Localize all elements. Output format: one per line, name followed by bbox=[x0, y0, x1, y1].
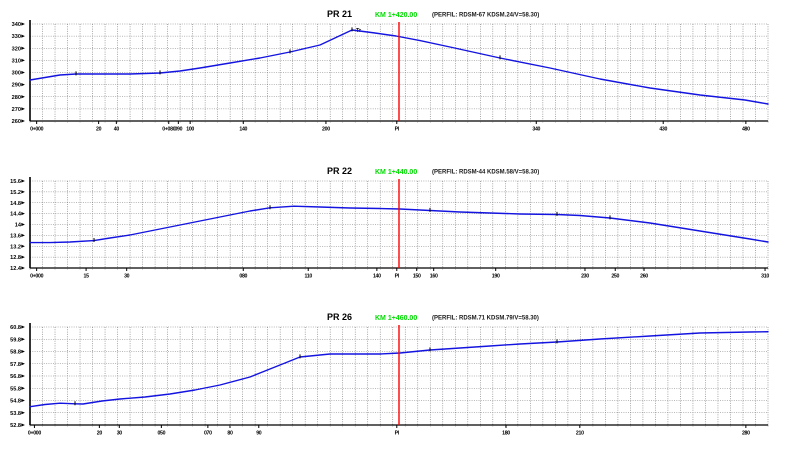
svg-text:150: 150 bbox=[413, 274, 421, 280]
svg-text:20: 20 bbox=[97, 431, 103, 437]
svg-text:56.8: 56.8 bbox=[10, 374, 21, 380]
svg-text:15: 15 bbox=[84, 274, 90, 280]
svg-text:320: 320 bbox=[12, 46, 21, 52]
svg-text:PR 26: PR 26 bbox=[327, 312, 352, 322]
svg-text:210: 210 bbox=[576, 431, 584, 437]
svg-text:310: 310 bbox=[761, 274, 769, 280]
svg-text:260: 260 bbox=[12, 119, 21, 125]
svg-text:330: 330 bbox=[12, 34, 21, 40]
svg-text:140: 140 bbox=[239, 127, 247, 133]
svg-text:14.4: 14.4 bbox=[10, 212, 22, 218]
svg-text:12.8: 12.8 bbox=[10, 255, 21, 261]
svg-text:30: 30 bbox=[124, 274, 130, 280]
svg-text:(PERFIL: RDSM-44 KDSM.58/V=58: (PERFIL: RDSM-44 KDSM.58/V=58.30) bbox=[432, 170, 539, 176]
svg-text:180: 180 bbox=[502, 431, 510, 437]
svg-text:13.2: 13.2 bbox=[10, 244, 21, 250]
svg-text:PI: PI bbox=[395, 274, 400, 280]
svg-text:KM 1+440.00: KM 1+440.00 bbox=[375, 169, 417, 176]
svg-text:270: 270 bbox=[12, 107, 21, 113]
svg-text:480: 480 bbox=[742, 127, 750, 133]
svg-text:40: 40 bbox=[114, 127, 120, 133]
svg-text:52.8: 52.8 bbox=[10, 423, 21, 429]
svg-text:PR 21: PR 21 bbox=[327, 9, 352, 19]
svg-text:0+000: 0+000 bbox=[30, 127, 43, 133]
svg-text:280: 280 bbox=[742, 431, 750, 437]
svg-text:250: 250 bbox=[611, 274, 619, 280]
svg-text:190: 190 bbox=[492, 274, 500, 280]
svg-text:54.8: 54.8 bbox=[10, 399, 21, 405]
svg-text:PR 22: PR 22 bbox=[327, 166, 352, 176]
svg-text:KM 1+460.00: KM 1+460.00 bbox=[375, 315, 417, 322]
svg-text:14: 14 bbox=[15, 223, 22, 229]
svg-text:14.8: 14.8 bbox=[10, 201, 21, 207]
svg-text:30: 30 bbox=[117, 431, 123, 437]
svg-text:KM 1+420.00: KM 1+420.00 bbox=[375, 12, 417, 19]
svg-text:430: 430 bbox=[659, 127, 667, 133]
svg-text:140: 140 bbox=[373, 274, 381, 280]
svg-text:340: 340 bbox=[12, 22, 21, 28]
svg-text:0+000: 0+000 bbox=[28, 431, 41, 437]
svg-text:070: 070 bbox=[204, 431, 212, 437]
svg-text:90: 90 bbox=[256, 431, 262, 437]
svg-text:310: 310 bbox=[12, 58, 21, 64]
svg-text:(PERFIL: RDSM-67 KDSM.24/V=58: (PERFIL: RDSM-67 KDSM.24/V=58.30) bbox=[432, 13, 539, 19]
svg-text:0+000: 0+000 bbox=[30, 274, 43, 280]
svg-text:53.8: 53.8 bbox=[10, 411, 21, 417]
svg-text:PI: PI bbox=[395, 127, 400, 133]
svg-text:12.4: 12.4 bbox=[10, 266, 22, 272]
svg-text:55.8: 55.8 bbox=[10, 386, 21, 392]
svg-text:(PERFIL: RDSM.71 KDSM.79/V=58: (PERFIL: RDSM.71 KDSM.79/V=58.30) bbox=[432, 316, 539, 322]
svg-text:050: 050 bbox=[157, 431, 165, 437]
svg-text:300: 300 bbox=[12, 71, 21, 77]
svg-text:80: 80 bbox=[227, 431, 233, 437]
svg-text:15.6: 15.6 bbox=[10, 179, 21, 185]
svg-text:080: 080 bbox=[239, 274, 247, 280]
svg-text:13.6: 13.6 bbox=[10, 233, 21, 239]
svg-text:60.8: 60.8 bbox=[10, 325, 21, 331]
svg-text:59.8: 59.8 bbox=[10, 337, 21, 343]
svg-text:260: 260 bbox=[640, 274, 648, 280]
svg-text:230: 230 bbox=[581, 274, 589, 280]
svg-text:160: 160 bbox=[430, 274, 438, 280]
svg-text:PI: PI bbox=[395, 431, 400, 437]
svg-text:110: 110 bbox=[304, 274, 312, 280]
svg-text:280: 280 bbox=[12, 95, 21, 101]
svg-text:20: 20 bbox=[96, 127, 102, 133]
svg-text:15.2: 15.2 bbox=[10, 190, 21, 196]
svg-text:200: 200 bbox=[322, 127, 330, 133]
svg-text:100: 100 bbox=[186, 127, 194, 133]
svg-text:340: 340 bbox=[532, 127, 540, 133]
svg-text:58.8: 58.8 bbox=[10, 350, 21, 356]
svg-text:57.8: 57.8 bbox=[10, 362, 21, 368]
svg-text:290: 290 bbox=[12, 83, 21, 89]
svg-text:090: 090 bbox=[174, 127, 182, 133]
